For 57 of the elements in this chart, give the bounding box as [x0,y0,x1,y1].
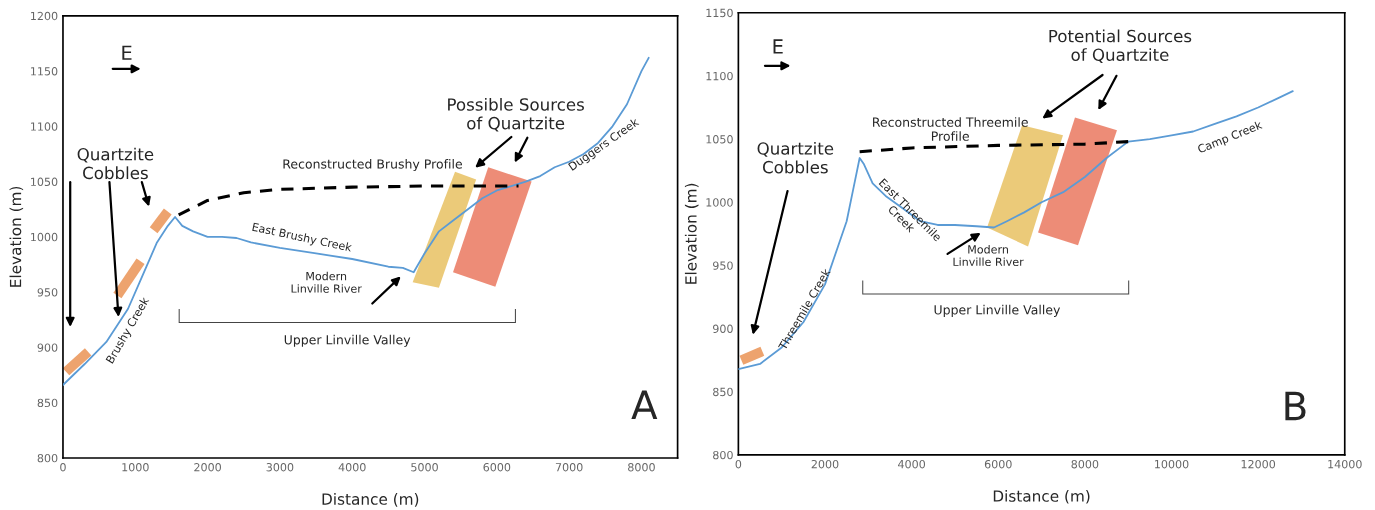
x-tick-label: 1000 [122,463,149,472]
x-tick-label: 4000 [898,459,926,469]
annotation: Quartzite Cobbles [757,141,834,174]
y-axis-title: Elevation (m) [9,186,24,287]
x-tick-label: 3000 [266,463,294,472]
annotation: Modern Linville River [291,271,362,293]
y-axis-title: Elevation (m) [684,183,699,284]
y-tick-label: 950 [37,288,58,297]
y-tick-label: 800 [713,450,733,460]
line-series [858,140,1130,154]
annotation: B [1285,391,1306,421]
x-tick-label: 10000 [1155,459,1189,469]
y-tick-label: 850 [713,387,733,397]
x-axis-title: Distance (m) [993,489,1090,504]
annotation: Upper Linville Valley [284,334,411,347]
x-tick-label: 0 [60,463,66,472]
x-tick-label: 6000 [984,459,1012,469]
annotation: Upper Linville Valley [934,304,1061,317]
x-tick-label: 5000 [411,463,438,472]
x-tick-label: 4000 [338,463,366,472]
x-tick-label: 14000 [1328,459,1362,469]
y-tick-label: 1050 [31,177,58,186]
annotation: Modern Linville River [953,244,1024,267]
line-series [738,90,1294,370]
x-tick-label: 7000 [555,463,583,472]
annotation: Camp Creek [1196,120,1264,156]
y-tick-label: 1050 [706,135,733,144]
y-tick-label: 900 [37,343,58,352]
y-tick-label: 1100 [706,71,733,81]
y-tick-label: 800 [37,453,58,463]
x-tick-label: 6000 [483,463,511,472]
y-tick-label: 850 [37,398,58,408]
annotation: E [773,39,783,54]
annotation: Possible Sources of Quartzite [448,97,584,132]
y-tick-label: 1100 [31,122,58,131]
annotation: A [631,390,658,419]
x-tick-label: 8000 [628,463,655,472]
x-tick-label: 12000 [1241,459,1276,469]
x-tick-label: 2000 [811,459,839,469]
y-tick-label: 1150 [706,8,733,18]
annotation: Reconstructed Brushy Profile [283,158,462,172]
annotation: East Brushy Creek [251,222,353,254]
line-series [177,184,521,217]
y-tick-label: 1000 [706,198,733,207]
y-tick-label: 950 [713,261,733,270]
y-tick-label: 1150 [31,67,58,76]
x-tick-label: 8000 [1071,459,1099,469]
annotation: E [122,45,132,60]
y-tick-label: 1200 [31,11,58,21]
x-tick-label: 0 [735,459,742,469]
annotation: Quartzite Cobbles [77,147,154,180]
annotation: Reconstructed Threemile Profile [873,117,1028,141]
annotation: Potential Sources of Quartzite [1049,29,1192,63]
y-tick-label: 1000 [31,232,58,242]
x-tick-label: 2000 [194,463,221,472]
x-axis-title: Distance (m) [322,493,419,507]
y-tick-label: 900 [713,324,733,333]
